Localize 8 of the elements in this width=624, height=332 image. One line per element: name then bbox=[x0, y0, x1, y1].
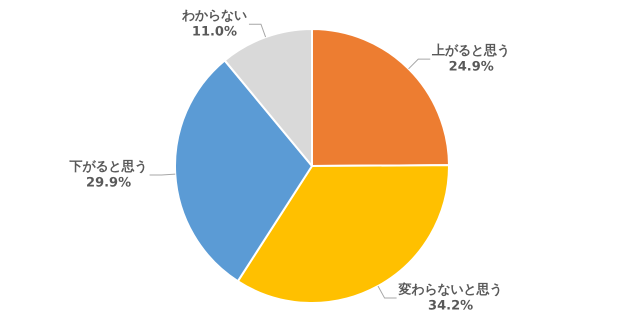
slice-label: 下がると思う bbox=[68, 159, 148, 174]
data-label: 11.0% bbox=[192, 24, 238, 40]
slice-label: わからない bbox=[180, 8, 247, 24]
data-label: 24.9% bbox=[448, 59, 494, 74]
data-label: 34.2% bbox=[428, 298, 474, 314]
data-label: 29.9% bbox=[86, 175, 132, 190]
slice-label: 上がると思う bbox=[431, 43, 510, 58]
slice-label: 変わらないと思う bbox=[398, 281, 503, 298]
